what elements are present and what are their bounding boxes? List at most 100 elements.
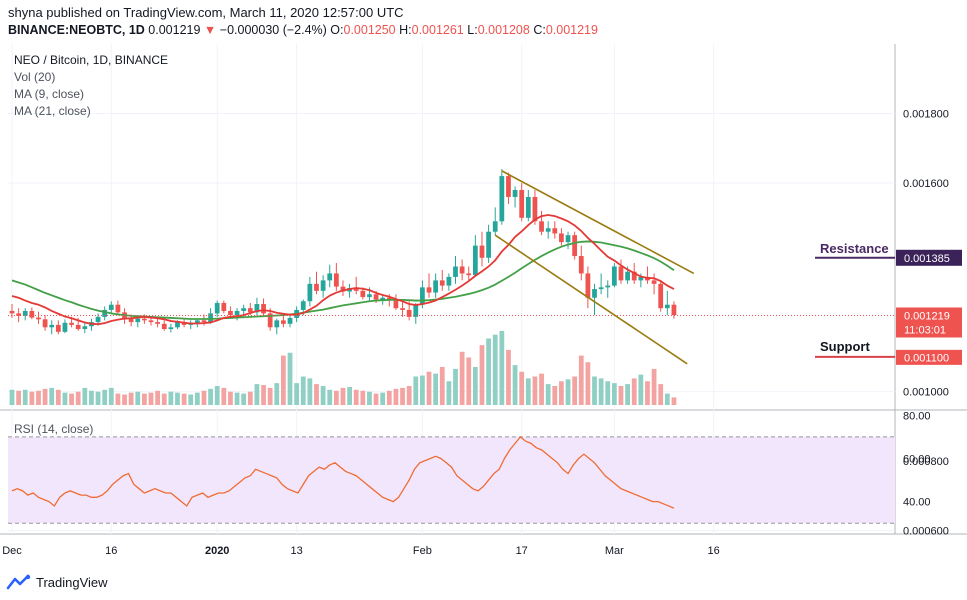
- candle-body: [525, 196, 531, 218]
- volume-bar: [22, 389, 28, 405]
- candle-body: [155, 322, 161, 324]
- indicator-legend: MA (9, close): [14, 87, 84, 101]
- volume-bar: [638, 374, 644, 405]
- volume-bar: [664, 393, 670, 405]
- resistance-price-badge-bg: [896, 249, 962, 266]
- candle-body: [115, 304, 121, 313]
- volume-bar: [618, 386, 624, 405]
- candle-body: [611, 266, 617, 286]
- candle-body: [29, 310, 35, 318]
- volume-bar: [261, 385, 266, 405]
- volume-bar: [386, 390, 392, 405]
- neo-btc-chart[interactable]: Resistance Support 0.001800 0.001600 0.0010…: [0, 44, 967, 570]
- volume-bar: [221, 387, 227, 405]
- candle-body: [426, 287, 432, 293]
- open-value: 0.001250: [343, 23, 396, 37]
- candle-body: [605, 285, 611, 288]
- candle-body: [307, 283, 313, 302]
- candle-body: [466, 273, 472, 276]
- volume-bar: [347, 386, 352, 405]
- volume-bar: [115, 393, 121, 405]
- candle-body: [320, 280, 326, 291]
- volume-bar: [201, 390, 207, 405]
- ma9-line: [11, 214, 675, 326]
- candle-body: [393, 300, 399, 309]
- volume-bar: [380, 392, 386, 405]
- chart-header: shyna published on TradingView.com, Marc…: [0, 0, 967, 44]
- high-label: H:: [399, 23, 412, 37]
- volume-bar: [314, 384, 319, 405]
- time-tick-label: 13: [291, 545, 303, 557]
- candle-body: [413, 304, 419, 317]
- candle-body: [135, 318, 141, 323]
- candle-body: [406, 309, 412, 317]
- volume-bar: [29, 391, 35, 405]
- volume-bar: [486, 338, 491, 405]
- volume-bar: [208, 388, 213, 405]
- candle-body: [221, 302, 227, 311]
- time-tick-label: 16: [105, 545, 117, 557]
- time-tick-label: 17: [516, 545, 528, 557]
- volume-bar: [214, 386, 220, 405]
- candle-body: [512, 190, 518, 197]
- volume-bar: [89, 390, 94, 405]
- volume-bar: [459, 351, 465, 405]
- pane-labels: NEO / Bitcoin, 1D, BINANCE Vol (20) MA (9,…: [14, 53, 168, 436]
- candle-body: [228, 310, 233, 316]
- volume-bar: [651, 368, 657, 405]
- time-tick-label: Dec: [2, 545, 22, 557]
- volume-bar: [128, 392, 134, 405]
- volume-bar: [135, 391, 141, 405]
- candle-body: [62, 322, 68, 332]
- volume-bar: [592, 376, 597, 405]
- volume-bar: [479, 345, 485, 405]
- volume-bar: [122, 394, 127, 405]
- candle-body: [69, 322, 74, 325]
- volume-bar: [9, 389, 15, 405]
- candle-body: [671, 304, 677, 316]
- candle-body: [651, 280, 657, 284]
- volume-bar: [578, 355, 584, 405]
- volume-bar: [188, 394, 194, 405]
- close-value: 0.001219: [545, 23, 598, 37]
- candle-body: [559, 233, 564, 243]
- volume-bar: [55, 389, 61, 405]
- candle-body: [360, 290, 366, 298]
- volume-bar: [327, 389, 333, 405]
- volume-bar: [161, 393, 167, 405]
- volume-bar: [333, 390, 339, 405]
- volume-bar: [142, 393, 147, 405]
- volume-bar: [241, 393, 247, 405]
- candle-body: [214, 302, 220, 314]
- volume-bar: [525, 378, 531, 405]
- candle-body: [638, 276, 644, 281]
- volume-bar: [373, 393, 379, 405]
- tradingview-brand: TradingView: [36, 574, 108, 590]
- candle-body: [128, 318, 134, 323]
- candle-body: [446, 276, 452, 286]
- volume-bar: [148, 392, 154, 405]
- channel-lower-line: [494, 234, 688, 365]
- tradingview-logo-icon: [6, 574, 31, 590]
- candle-body: [545, 228, 551, 232]
- candle-body: [55, 324, 61, 332]
- volume-bar: [320, 386, 326, 405]
- trend-channel[interactable]: Resistance Support: [494, 170, 895, 365]
- volume-bar: [82, 387, 88, 405]
- candle-body: [433, 280, 439, 293]
- volume-bar: [281, 355, 286, 405]
- channel-upper-line: [501, 170, 695, 275]
- volume-bar: [307, 378, 313, 405]
- candle-body: [453, 266, 458, 277]
- candle-body: [340, 286, 346, 292]
- support-label: Support: [820, 339, 870, 354]
- volume-bar: [234, 392, 240, 405]
- resistance-label: Resistance: [820, 241, 889, 256]
- candle-body: [300, 301, 306, 310]
- candle-body: [400, 308, 405, 310]
- candle-body: [592, 289, 597, 298]
- volume-bar: [492, 334, 498, 405]
- volume-bar: [671, 397, 677, 405]
- candle-body: [241, 308, 247, 311]
- candle-body: [234, 310, 240, 316]
